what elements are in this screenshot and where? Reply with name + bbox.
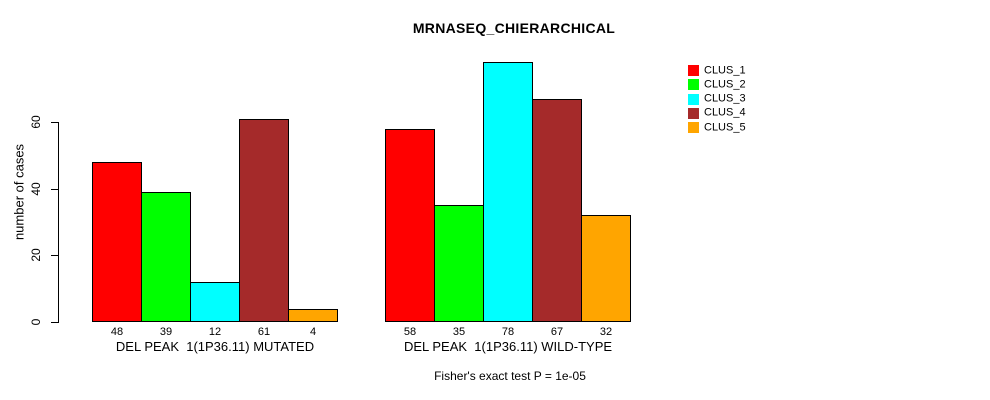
bar-value-label: 58 bbox=[403, 326, 417, 338]
bar-clus_3-g1 bbox=[190, 282, 240, 322]
bar-value-label: 39 bbox=[159, 326, 173, 338]
y-axis-tick-label: 40 bbox=[29, 181, 43, 196]
bar-clus_4-g1 bbox=[239, 118, 289, 322]
legend-swatch-clus_2 bbox=[688, 79, 699, 91]
y-axis-tick-label: 20 bbox=[29, 248, 43, 263]
bar-value-label: 78 bbox=[501, 326, 515, 338]
y-axis-tick-label: 0 bbox=[29, 318, 43, 326]
y-axis-tick bbox=[51, 255, 58, 257]
y-axis-title: number of cases bbox=[11, 143, 27, 241]
bar-value-label: 4 bbox=[309, 326, 317, 338]
legend-swatch-clus_3 bbox=[688, 93, 699, 105]
bar-value-label: 48 bbox=[110, 326, 124, 338]
bar-clus_2-g1 bbox=[141, 192, 191, 322]
y-axis-tick bbox=[51, 122, 58, 123]
bar-clus_1-g1 bbox=[92, 162, 142, 322]
annotation-text: Fisher's exact test P = 1e-05 bbox=[434, 369, 586, 383]
chart-title: MRNASEQ_CHIERARCHICAL bbox=[412, 20, 616, 36]
bar-clus_5-g1 bbox=[288, 308, 338, 322]
legend-label-clus_3: CLUS_3 bbox=[704, 92, 746, 105]
y-axis-tick-label: 60 bbox=[29, 115, 43, 129]
bar-value-label: 61 bbox=[257, 326, 271, 338]
legend-label-clus_4: CLUS_4 bbox=[704, 106, 746, 119]
bar-value-label: 12 bbox=[208, 326, 222, 338]
legend-label-clus_5: CLUS_5 bbox=[704, 121, 746, 134]
legend-label-clus_1: CLUS_1 bbox=[704, 64, 746, 76]
y-axis-line bbox=[58, 122, 59, 323]
group-label-g2: DEL PEAK 1(1P36.11) WILD-TYPE bbox=[403, 339, 613, 354]
bar-clus_1-g2 bbox=[385, 128, 435, 322]
bar-clus_4-g2 bbox=[532, 98, 582, 322]
legend-swatch-clus_5 bbox=[688, 122, 699, 134]
group-label-g1: DEL PEAK 1(1P36.11) MUTATED bbox=[115, 339, 315, 354]
bar-clus_3-g2 bbox=[483, 62, 533, 322]
bar-value-label: 35 bbox=[452, 326, 466, 338]
y-axis-tick bbox=[51, 322, 58, 323]
y-axis-tick bbox=[51, 188, 58, 190]
bar-clus_2-g2 bbox=[434, 205, 484, 322]
bar-value-label: 32 bbox=[599, 326, 613, 338]
legend-swatch-clus_1 bbox=[688, 65, 699, 76]
legend-swatch-clus_4 bbox=[688, 107, 699, 119]
bar-clus_5-g2 bbox=[581, 215, 631, 322]
legend-label-clus_2: CLUS_2 bbox=[704, 78, 746, 91]
bar-value-label: 67 bbox=[550, 326, 564, 338]
